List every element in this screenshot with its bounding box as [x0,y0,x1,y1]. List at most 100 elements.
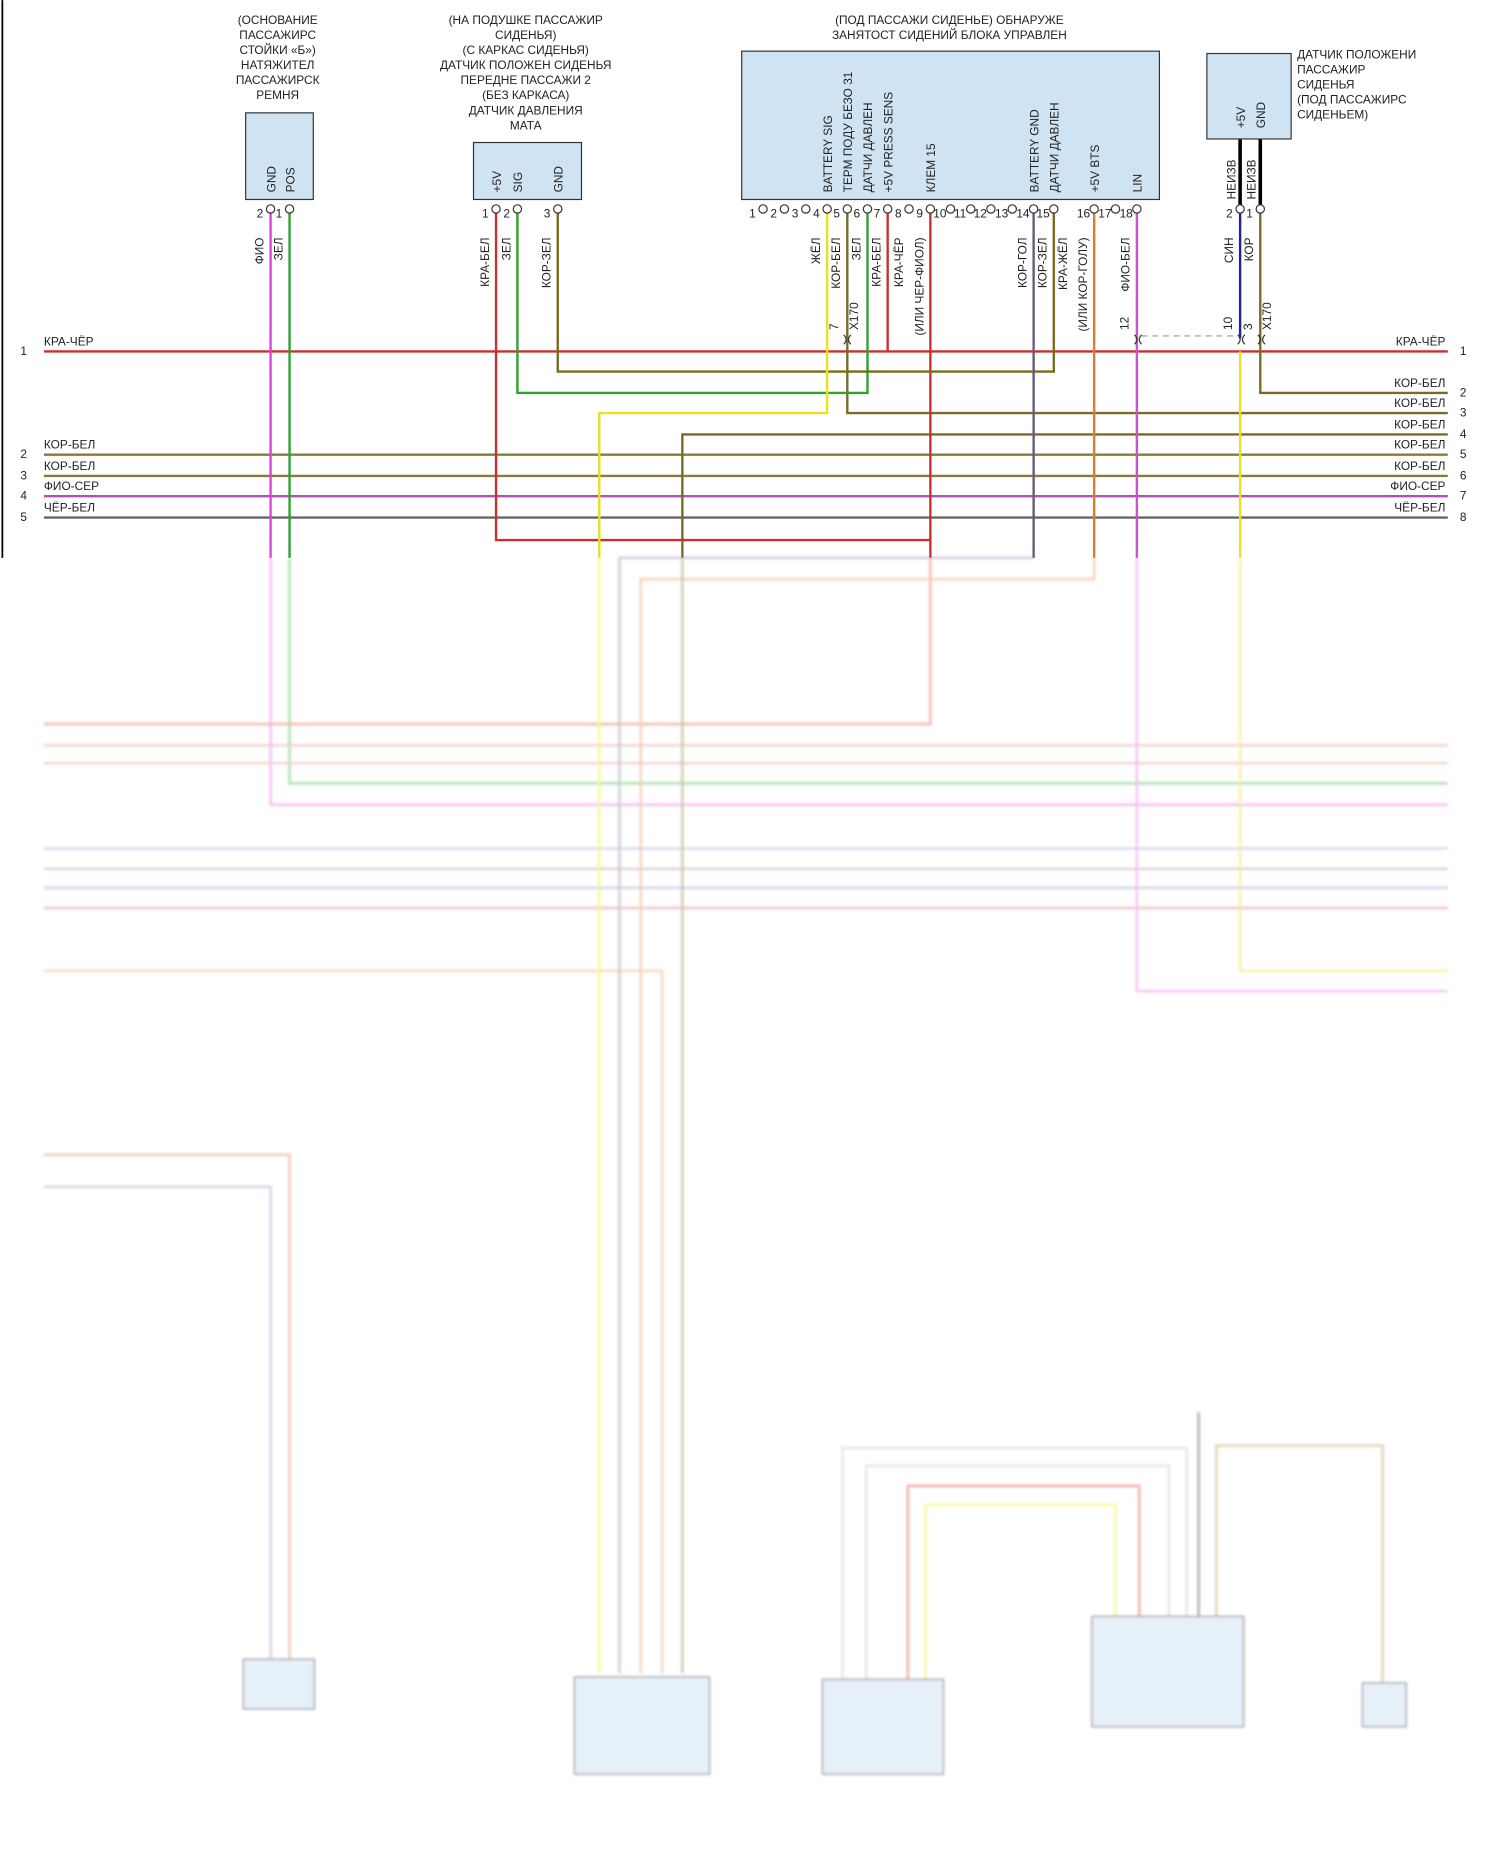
pin [1089,204,1099,214]
wire-label: (ИЛИ ЧЕР-ФИОЛ) [912,237,926,335]
component-label: ДАТЧИК ДАВЛЕНИЯ [469,103,583,117]
pin [758,204,768,214]
wire-label: СИН [1222,237,1236,263]
pin-name: SIG [511,172,525,192]
pin [965,204,976,214]
pin-number: 5 [833,206,840,220]
pin-name: +5V [490,171,504,193]
rail-label: КОР-БЕЛ [1394,459,1445,473]
wire-label: КРА-БЕЛ [478,237,492,286]
rail-label: ЧЁР-БЕЛ [1394,501,1445,515]
wire-label: КРА-ЖЁЛ [1056,237,1070,290]
connector-pin: 12 [1118,317,1132,330]
wire-label: ЗЕЛ [499,237,513,260]
pin-name: КЛЕМ 15 [924,143,938,192]
component-label: ПЕРЕДНЕ ПАССАЖИ 2 [461,73,591,87]
pin [284,204,295,214]
pin-number: 14 [1016,206,1030,220]
wire-label: НЕИЗВ [1245,159,1259,199]
pin-number: 2 [770,206,777,220]
component-label: СИДЕНЬЯ) [495,28,556,42]
component-label: (С КАРКАС СИДЕНЬЯ) [463,43,589,57]
rail-number: 8 [1460,510,1467,524]
wire-label: НЕИЗВ [1224,159,1238,199]
pin-number: 4 [813,206,820,220]
pin-name: +5V BTS [1088,144,1102,192]
component-label: ПАССАЖИР [1297,62,1365,76]
component-label: (ОСНОВАНИЕ [238,13,318,27]
pin-number: 11 [954,206,967,220]
pin-name: +5V [1234,107,1248,129]
connector-name: X170 [1260,302,1274,330]
pin [491,204,501,214]
pin-name: ТЕРМ ПОДУ БЕЗО 31 [841,71,855,192]
component-label: ПАССАЖИРС [239,28,316,42]
component-box [245,112,314,201]
rail-label: КОР-БЕЛ [1394,376,1445,390]
pin [842,204,853,214]
wire-label: КОР-ГОЛ [1016,237,1030,288]
rail-number: 4 [20,489,27,503]
pin-name: LIN [1131,174,1145,192]
pin-name: BATTERY GND [1027,109,1041,192]
pin [925,204,936,214]
rail-number: 3 [20,469,27,483]
faded-lower-diagram [43,556,1448,1775]
pin-name: GND [1254,102,1268,128]
wire-label: КОР-ЗЕЛ [1036,237,1050,288]
pin-number: 9 [916,206,923,220]
component-label: МАТА [510,118,542,132]
wire-label: КОР-ЗЕЛ [540,237,554,288]
pin-name: GND [552,166,566,192]
pin-number: 1 [482,206,489,220]
rail-number: 1 [20,344,27,358]
pin-number: 6 [853,206,860,220]
connector-pin: 7 [827,323,841,330]
rail-number: 1 [1460,344,1467,358]
rail-label: ФИО-СЕР [1390,479,1445,493]
pin-number: 7 [874,206,881,220]
connector-mark [1134,334,1143,345]
rail-number: 7 [1460,489,1467,503]
component-label: ДАТЧИК ПОЛОЖЕН СИДЕНЬЯ [440,58,611,72]
pin [986,204,996,214]
pin [779,204,790,214]
wire-label: ЗЕЛ [271,237,285,260]
pin-number: 2 [257,206,264,220]
pin [1255,204,1266,214]
pin-name: ДАТЧИ ДАВЛЕН [861,102,875,192]
connector-pin: 10 [1221,316,1235,330]
pin-number: 18 [1120,206,1134,220]
rail-number: 2 [20,447,27,461]
rail-label: КОР-БЕЛ [1394,396,1445,410]
rail-label: ЧЁР-БЕЛ [44,501,95,515]
wire-label: ЗЕЛ [849,237,863,260]
rail-number: 2 [1460,385,1467,399]
connector-pin: 3 [1241,323,1255,330]
wires [1,0,1448,558]
pin-name: ДАТЧИ ДАВЛЕН [1048,102,1062,192]
component-box [1206,52,1292,140]
rail-number: 5 [1460,447,1467,461]
pin-number: 3 [544,206,551,220]
wire-label: ЖЁЛ [809,237,823,264]
pin-name: +5V PRESS SENS [881,92,895,193]
component-label: (НА ПОДУШКЕ ПАССАЖИР [449,13,603,27]
component-label: ДАТЧИК ПОЛОЖЕНИ [1297,47,1416,61]
pin [1028,204,1039,214]
pin-number: 1 [276,206,283,220]
pin-name: BATTERY SIG [821,115,835,192]
pin-number: 13 [995,206,1009,220]
pin-name: POS [283,167,297,192]
pin-number: 2 [1226,206,1233,220]
connector-mark [1237,334,1246,345]
pin-number: 8 [895,206,902,220]
component-label: ПАССАЖИРСК [236,73,320,87]
pin-number: 16 [1077,206,1091,220]
rail-number: 6 [1460,469,1467,483]
rail-label: КРА-ЧЁР [44,334,94,348]
rail-label: ФИО-СЕР [44,479,99,493]
pin [904,204,914,214]
